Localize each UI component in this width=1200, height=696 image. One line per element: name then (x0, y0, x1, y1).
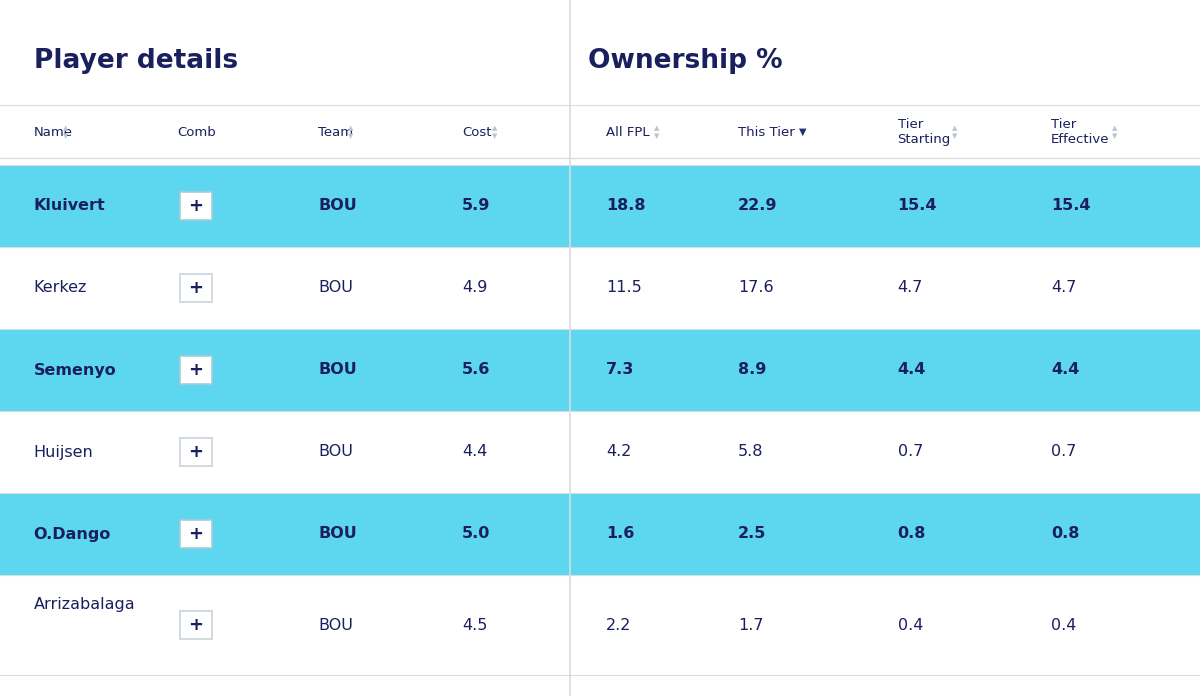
Text: ▼: ▼ (654, 133, 660, 139)
Text: Tier
Starting: Tier Starting (898, 118, 950, 146)
Text: 4.5: 4.5 (462, 617, 487, 633)
FancyBboxPatch shape (180, 192, 211, 220)
Text: +: + (188, 525, 203, 543)
Text: 4.7: 4.7 (1051, 280, 1076, 296)
Bar (0, 411, 1200, 493)
Text: 0.8: 0.8 (1051, 526, 1080, 541)
Text: 4.9: 4.9 (462, 280, 487, 296)
Bar (0, 329, 1200, 411)
Text: 15.4: 15.4 (1051, 198, 1091, 214)
Bar (0, 165, 1200, 247)
Text: 0.7: 0.7 (1051, 445, 1076, 459)
FancyBboxPatch shape (180, 356, 211, 384)
Text: BOU: BOU (318, 363, 356, 377)
Text: ▼: ▼ (492, 133, 497, 139)
Text: ▼: ▼ (64, 133, 68, 139)
Text: 0.4: 0.4 (1051, 617, 1076, 633)
Text: +: + (188, 616, 203, 634)
Text: 11.5: 11.5 (606, 280, 642, 296)
FancyBboxPatch shape (180, 611, 211, 639)
Text: 4.4: 4.4 (1051, 363, 1080, 377)
Bar (0, 493, 1200, 575)
Text: BOU: BOU (318, 280, 353, 296)
Text: 2.2: 2.2 (606, 617, 631, 633)
Text: 0.7: 0.7 (898, 445, 923, 459)
Text: 22.9: 22.9 (738, 198, 778, 214)
Text: ▲: ▲ (348, 125, 353, 131)
Text: 4.2: 4.2 (606, 445, 631, 459)
Text: 0.4: 0.4 (898, 617, 923, 633)
Text: BOU: BOU (318, 526, 356, 541)
Text: BOU: BOU (318, 445, 353, 459)
Text: ▼: ▼ (953, 133, 958, 139)
Text: 4.4: 4.4 (462, 445, 487, 459)
Text: 1.6: 1.6 (606, 526, 635, 541)
Text: BOU: BOU (318, 198, 356, 214)
Text: 5.9: 5.9 (462, 198, 491, 214)
Text: ▲: ▲ (654, 125, 660, 131)
Text: +: + (188, 197, 203, 215)
Text: Kluivert: Kluivert (34, 198, 106, 214)
Text: Semenyo: Semenyo (34, 363, 116, 377)
Text: 4.4: 4.4 (898, 363, 926, 377)
Text: 8.9: 8.9 (738, 363, 767, 377)
Text: Arrizabalaga: Arrizabalaga (34, 597, 136, 612)
Text: ▼: ▼ (348, 133, 353, 139)
Text: Player details: Player details (34, 48, 238, 74)
Text: +: + (188, 361, 203, 379)
Text: ▲: ▲ (64, 125, 68, 131)
Text: 17.6: 17.6 (738, 280, 774, 296)
Text: 5.6: 5.6 (462, 363, 491, 377)
Text: BOU: BOU (318, 617, 353, 633)
Text: Huijsen: Huijsen (34, 445, 94, 459)
Text: O.Dango: O.Dango (34, 526, 110, 541)
Text: ▲: ▲ (953, 125, 958, 131)
Text: 1.7: 1.7 (738, 617, 763, 633)
Text: +: + (188, 279, 203, 297)
Text: All FPL: All FPL (606, 125, 649, 139)
Bar (0, 247, 1200, 329)
Text: 15.4: 15.4 (898, 198, 937, 214)
Text: 18.8: 18.8 (606, 198, 646, 214)
Text: Name: Name (34, 125, 72, 139)
FancyBboxPatch shape (180, 520, 211, 548)
Text: Ownership %: Ownership % (588, 48, 782, 74)
Text: ▲: ▲ (492, 125, 497, 131)
Text: Cost: Cost (462, 125, 492, 139)
Text: 0.8: 0.8 (898, 526, 926, 541)
Bar (0, 575, 1200, 675)
Text: This Tier: This Tier (738, 125, 794, 139)
Text: Kerkez: Kerkez (34, 280, 86, 296)
Text: +: + (188, 443, 203, 461)
Text: Team: Team (318, 125, 353, 139)
Text: 7.3: 7.3 (606, 363, 635, 377)
Text: 2.5: 2.5 (738, 526, 767, 541)
FancyBboxPatch shape (180, 438, 211, 466)
Text: 4.7: 4.7 (898, 280, 923, 296)
Text: Comb: Comb (178, 125, 216, 139)
Text: ▼: ▼ (799, 127, 806, 137)
Text: ▲: ▲ (1112, 125, 1117, 131)
FancyBboxPatch shape (180, 274, 211, 302)
Text: ▼: ▼ (1112, 133, 1117, 139)
Text: 5.0: 5.0 (462, 526, 491, 541)
Text: 5.8: 5.8 (738, 445, 763, 459)
Text: Tier
Effective: Tier Effective (1051, 118, 1110, 146)
